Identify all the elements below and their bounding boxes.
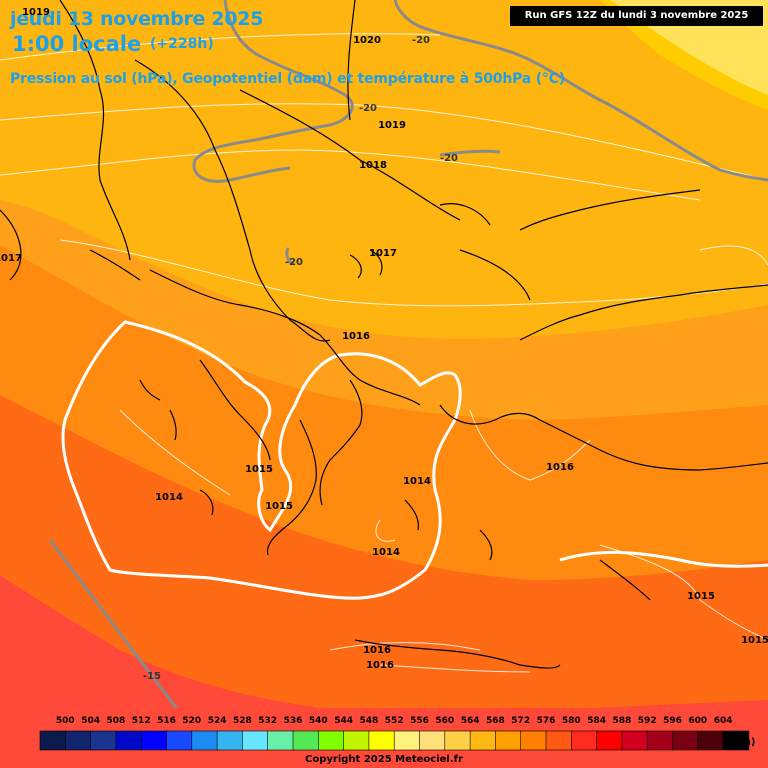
legend-tick-label: 508	[107, 716, 126, 726]
legend-swatch	[216, 730, 244, 751]
forecast-offset: (+228h)	[150, 36, 214, 52]
isotherm-label: -15	[143, 671, 161, 682]
legend-tick-label: 564	[461, 716, 480, 726]
isobar-thick	[61, 320, 768, 600]
legend-swatch	[570, 730, 598, 751]
legend-swatch	[368, 730, 395, 751]
isobar-label: 1015	[741, 635, 768, 646]
legend-swatch	[115, 730, 143, 751]
legend-tick-label: 520	[182, 716, 201, 726]
legend-tick-label: 572	[511, 716, 530, 726]
copyright: Copyright 2025 Meteociel.fr	[305, 754, 463, 765]
legend-unit: (dam)	[722, 737, 756, 748]
legend-swatch	[697, 730, 724, 751]
legend-tick-label: 532	[258, 716, 277, 726]
forecast-time: 1:00 locale	[12, 32, 142, 56]
legend-tick-label: 580	[562, 716, 581, 726]
isobar-label: 1018	[359, 160, 387, 171]
isobar-label: 1019	[22, 7, 50, 18]
legend-tick-label: 556	[410, 716, 429, 726]
isobar-label: 1019	[378, 120, 406, 131]
isotherm-label: -20	[359, 103, 377, 114]
legend-swatch	[292, 730, 320, 751]
isobar-label: 1016	[363, 645, 391, 656]
geopotential-contours	[0, 33, 768, 673]
isobar-label: 1017	[0, 253, 22, 264]
legend-tick-label: 540	[309, 716, 328, 726]
legend-swatch	[672, 730, 699, 751]
isobar-label: 1017	[369, 248, 397, 259]
legend-tick-label: 596	[663, 716, 682, 726]
legend-swatch	[242, 730, 269, 751]
legend-tick-label: 604	[714, 716, 733, 726]
isobar-label: 1016	[546, 462, 574, 473]
legend-swatch	[722, 730, 750, 751]
legend-swatch	[317, 730, 345, 751]
legend-tick-label: 600	[688, 716, 707, 726]
legend-swatch	[267, 730, 294, 751]
legend-swatch	[520, 730, 547, 751]
legend-swatch	[495, 730, 522, 751]
legend-swatch	[545, 730, 573, 751]
isobar-label: 1015	[265, 501, 293, 512]
legend-tick-label: 512	[132, 716, 151, 726]
legend-tick-label: 552	[385, 716, 404, 726]
isobar-label: 1015	[687, 591, 715, 602]
isobar-label: 1014	[155, 492, 183, 503]
legend-tick-label: 524	[208, 716, 227, 726]
legend-swatch	[444, 730, 471, 751]
legend-tick-label: 516	[157, 716, 176, 726]
legend-swatch	[343, 730, 370, 751]
legend-swatch	[39, 730, 67, 751]
legend-tick-label: 576	[537, 716, 556, 726]
isobar-label: 1020	[353, 35, 381, 46]
borders	[0, 0, 768, 669]
legend-tick-label: 504	[81, 716, 100, 726]
legend-swatch	[191, 730, 218, 751]
legend-tick-label: 584	[587, 716, 606, 726]
isotherm-label: -20	[440, 153, 458, 164]
legend-tick-label: 500	[56, 716, 75, 726]
run-info: Run GFS 12Z du lundi 3 novembre 2025	[510, 6, 763, 26]
legend-swatch	[596, 730, 623, 751]
isobar-label: 1014	[403, 476, 431, 487]
legend-swatch	[90, 730, 117, 751]
legend-swatch	[621, 730, 649, 751]
legend-swatch	[646, 730, 674, 751]
map-subtitle: Pression au sol (hPa), Geopotentiel (dam…	[10, 71, 565, 87]
legend-swatch	[166, 730, 193, 751]
legend-tick-label: 592	[638, 716, 657, 726]
legend-swatch	[469, 730, 497, 751]
legend-swatch	[140, 730, 168, 751]
legend-tick-label: 588	[613, 716, 632, 726]
legend-tick-label: 544	[334, 716, 353, 726]
legend-tick-label: 548	[360, 716, 379, 726]
legend-swatch	[419, 730, 446, 751]
legend-tick-label: 560	[435, 716, 454, 726]
isobar-label: 1016	[342, 331, 370, 342]
legend-swatch	[65, 730, 92, 751]
legend-tick-label: 568	[486, 716, 505, 726]
isotherm-label: -20	[285, 257, 303, 268]
isotherm-label: -20	[412, 35, 430, 46]
legend-swatch	[393, 730, 421, 751]
isobar-label: 1015	[245, 464, 273, 475]
isobar-label: 1016	[366, 660, 394, 671]
legend-tick-label: 536	[284, 716, 303, 726]
isobar-label: 1014	[372, 547, 400, 558]
forecast-date: jeudi 13 novembre 2025	[10, 8, 264, 30]
legend-tick-label: 528	[233, 716, 252, 726]
